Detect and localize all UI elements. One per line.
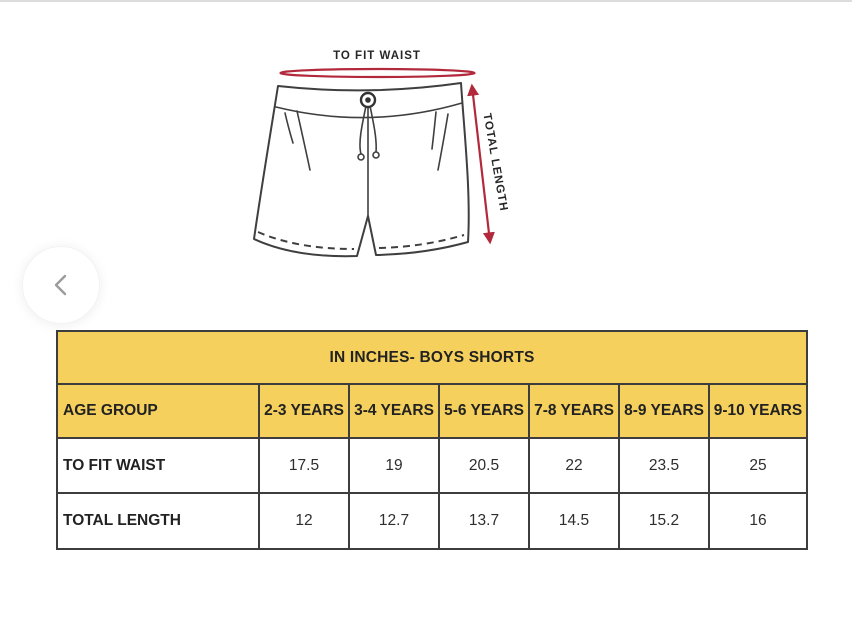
length-measure-arrow: [467, 83, 495, 245]
length-value: 14.5: [530, 494, 620, 550]
right-pleat-lines: [431, 111, 449, 171]
chevron-left-icon: [54, 274, 67, 296]
length-value: 12.7: [350, 494, 440, 550]
size-table-title: IN INCHES- BOYS SHORTS: [58, 332, 808, 385]
column-header-2-3: 2-3 YEARS: [260, 385, 350, 439]
waist-value: 19: [350, 439, 440, 494]
length-value: 13.7: [440, 494, 530, 550]
column-header-age-group: AGE GROUP: [58, 385, 260, 439]
row-label-to-fit-waist: TO FIT WAIST: [58, 439, 260, 494]
waist-value: 20.5: [440, 439, 530, 494]
waistband-seam: [275, 102, 463, 119]
waist-value: 23.5: [620, 439, 710, 494]
column-header-8-9: 8-9 YEARS: [620, 385, 710, 439]
drawstring-cords: [359, 105, 377, 155]
column-header-5-6: 5-6 YEARS: [440, 385, 530, 439]
column-header-3-4: 3-4 YEARS: [350, 385, 440, 439]
shorts-illustration: TO FIT WAIST TOTAL LENGTH: [253, 50, 510, 258]
eyelet-inner: [365, 97, 371, 103]
left-pleat-lines: [284, 110, 311, 171]
left-hem-stitch: [257, 231, 355, 250]
length-value: 15.2: [620, 494, 710, 550]
waist-value: 25: [710, 439, 808, 494]
length-value: 16: [710, 494, 808, 550]
image-top-border: [0, 0, 852, 2]
shorts-outline: [253, 82, 470, 258]
row-label-total-length: TOTAL LENGTH: [58, 494, 260, 550]
right-hem-stitch: [378, 234, 465, 249]
waist-measure-arrow: [279, 67, 476, 79]
drawstring-tip-left: [357, 153, 365, 161]
waist-value: 17.5: [260, 439, 350, 494]
length-value: 12: [260, 494, 350, 550]
drawstring-tip-right: [372, 151, 380, 159]
column-header-9-10: 9-10 YEARS: [710, 385, 808, 439]
column-header-7-8: 7-8 YEARS: [530, 385, 620, 439]
to-fit-waist-label: TO FIT WAIST: [333, 50, 421, 62]
size-table: IN INCHES- BOYS SHORTS AGE GROUP 2-3 YEA…: [56, 330, 808, 550]
carousel-prev-button[interactable]: [22, 246, 100, 324]
waist-value: 22: [530, 439, 620, 494]
shorts-size-diagram: TO FIT WAIST TOTAL LENGTH: [235, 40, 535, 275]
